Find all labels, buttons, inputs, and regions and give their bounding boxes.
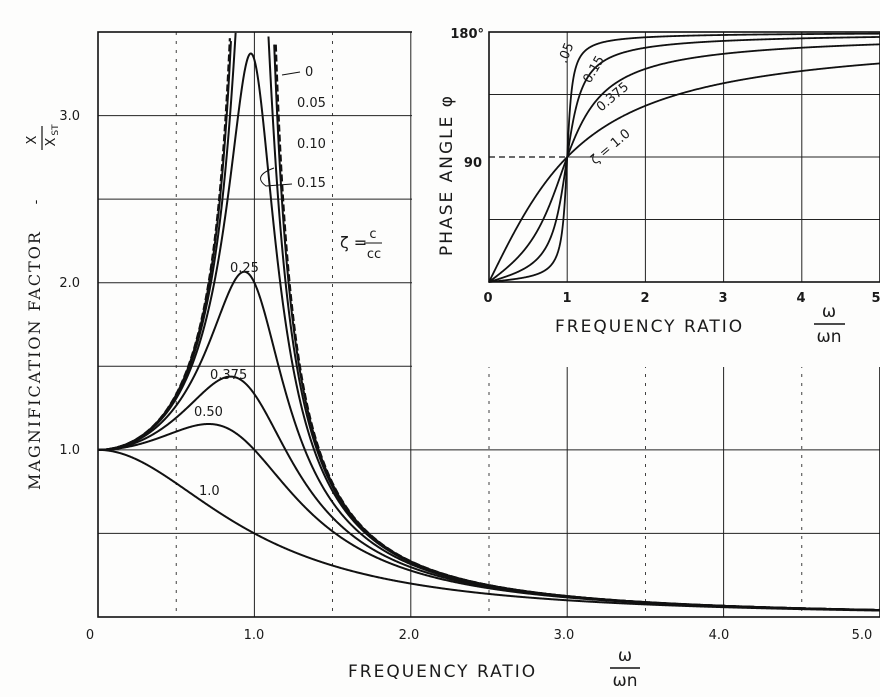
main-curve-label-1: 0.05 xyxy=(297,96,326,111)
main-x-tick-1: 1.0 xyxy=(244,628,265,643)
main-y-ratio-sub: ST xyxy=(51,124,61,136)
main-x-ratio-den: ωn xyxy=(612,671,637,691)
main-y-tick-3: 3.0 xyxy=(59,109,80,124)
inset-y-tick-90: 90 xyxy=(464,156,482,171)
main-x-ratio-num: ω xyxy=(618,646,632,666)
main-y-ratio-num: X xyxy=(25,135,40,144)
main-curve-label-5: 0.375 xyxy=(210,368,247,383)
inset-x-axis-title: FREQUENCY RATIO xyxy=(555,317,744,337)
main-curve-label-7: 1.0 xyxy=(199,484,220,499)
damping-legend-num: c xyxy=(369,227,376,242)
main-x-tick-3: 3.0 xyxy=(554,628,575,643)
inset-plot-frame xyxy=(488,31,880,283)
main-x-tick-2: 2.0 xyxy=(399,628,420,643)
main-y-axis-dash: - xyxy=(29,199,44,204)
inset-x-tick-5: 5 xyxy=(871,291,880,306)
inset-x-tick-4: 4 xyxy=(796,291,805,306)
inset-y-axis-title: PHASE ANGLE φ xyxy=(437,94,457,256)
inset-curve-ζ = 1.0 xyxy=(488,62,880,283)
main-y-axis-title: MAGNIFICATION FACTOR xyxy=(25,230,44,490)
inset-x-tick-2: 2 xyxy=(640,291,649,306)
main-curve-label-3: 0.15 xyxy=(297,176,326,191)
main-curve-label-2: 0.10 xyxy=(297,137,326,152)
main-y-ratio-den: X xyxy=(44,137,59,146)
main-y-tick-2: 2.0 xyxy=(59,276,80,291)
inset-x-tick-0: 0 xyxy=(483,291,492,306)
main-x-tick-5: 5.0 xyxy=(852,628,873,643)
inset-curve-0.15 xyxy=(488,36,880,283)
damping-legend-label: ζ = xyxy=(340,233,367,252)
main-x-tick-4: 4.0 xyxy=(709,628,730,643)
inset-curve-.05 xyxy=(488,32,880,283)
inset-y-tick-180: 180° xyxy=(450,27,484,42)
main-x-tick-0: 0 xyxy=(86,628,94,643)
inset-curve-label-0: .05 xyxy=(556,41,578,66)
inset-x-ratio-den: ωn xyxy=(816,327,841,347)
main-y-ratio: X X ST xyxy=(25,124,61,150)
magnification-curves xyxy=(98,32,880,612)
inset-curve-0.375 xyxy=(488,43,880,283)
main-curve-label-4: 0.25 xyxy=(230,261,259,276)
main-curve-label-0: 0 xyxy=(305,65,313,80)
main-leader-3 xyxy=(260,167,293,187)
main-x-axis-title: FREQUENCY RATIO xyxy=(348,662,537,682)
phase-inset-background xyxy=(412,22,880,367)
inset-x-tick-1: 1 xyxy=(562,291,571,306)
main-y-tick-1: 1.0 xyxy=(59,443,80,458)
main-curve-label-6: 0.50 xyxy=(194,405,223,420)
main-curve-1.0 xyxy=(98,448,880,612)
main-leader-0 xyxy=(281,71,301,76)
damping-legend-den: cc xyxy=(367,247,381,262)
inset-x-ratio-num: ω xyxy=(822,302,836,322)
inset-x-tick-3: 3 xyxy=(718,291,727,306)
phase-curves xyxy=(488,32,880,283)
